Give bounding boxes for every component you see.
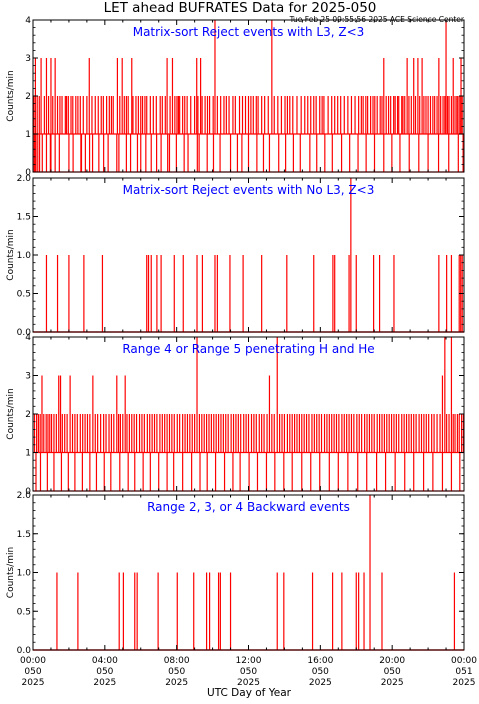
y-tick-label: 0 xyxy=(25,487,31,497)
panels: 0 1 2 3 4 Matrix-sort Reject events with L3, … xyxy=(6,16,477,688)
y-tick-label: 0 xyxy=(25,168,31,178)
y-tick-label: 0.5 xyxy=(17,290,31,300)
panel-2: 0.0 0.5 1.0 1.5 2.0 Matrix-sort Reject events… xyxy=(6,174,465,338)
x-tick-label-doy: 050 xyxy=(240,667,257,677)
x-tick-label-year: 2025 xyxy=(237,678,260,688)
x-tick-label-year: 2025 xyxy=(453,678,476,688)
panel-title: Matrix-sort Reject events with L3, Z<3 xyxy=(133,25,365,39)
x-tick-label-year: 2025 xyxy=(309,678,332,688)
y-tick-label: 2.0 xyxy=(17,491,32,501)
panel-title: Matrix-sort Reject events with No L3, Z<… xyxy=(123,183,375,197)
y-tick-label: 0.5 xyxy=(17,607,31,617)
x-tick-label-time: 04:00 xyxy=(92,656,118,666)
y-tick-label: 1.5 xyxy=(17,213,31,223)
y-axis-label: Counts/min xyxy=(6,388,16,439)
x-axis-label: UTC Day of Year xyxy=(207,687,292,699)
y-tick-label: 1.5 xyxy=(17,530,31,540)
x-tick-label-year: 2025 xyxy=(93,678,116,688)
x-tick-label-doy: 050 xyxy=(168,667,185,677)
x-tick-label-time: 08:00 xyxy=(164,656,190,666)
x-tick-label-time: 00:00 xyxy=(451,656,477,666)
y-tick-label: 4 xyxy=(25,16,31,26)
y-axis-label: Counts/min xyxy=(6,229,16,280)
figure-title: LET ahead BUFRATES Data for 2025-050 xyxy=(104,0,377,16)
x-tick-label-time: 16:00 xyxy=(307,656,333,666)
y-tick-label: 1.0 xyxy=(17,569,32,579)
y-tick-label: 0.0 xyxy=(17,328,32,338)
y-axis-label: Counts/min xyxy=(6,70,16,121)
panel-title: Range 4 or Range 5 penetrating H and He xyxy=(122,342,374,356)
panel-title: Range 2, 3, or 4 Backward events xyxy=(147,500,350,514)
panel-3: 0 1 2 3 4 Range 4 or Range 5 penetrating H an… xyxy=(6,333,465,497)
y-tick-label: 4 xyxy=(25,333,31,343)
y-tick-label: 3 xyxy=(25,372,31,382)
x-tick-label-doy: 050 xyxy=(312,667,329,677)
x-tick-label-doy: 051 xyxy=(455,667,472,677)
y-tick-label: 1 xyxy=(25,449,31,459)
x-tick-label-time: 20:00 xyxy=(379,656,405,666)
y-tick-label: 2 xyxy=(25,92,31,102)
data-series xyxy=(33,337,465,492)
x-tick-label-time: 12:00 xyxy=(236,656,262,666)
y-axis-label: Counts/min xyxy=(6,547,16,598)
x-tick-label-doy: 050 xyxy=(24,667,41,677)
x-tick-label-doy: 050 xyxy=(96,667,113,677)
y-tick-label: 0.0 xyxy=(17,646,32,656)
x-tick-label-doy: 050 xyxy=(384,667,401,677)
y-tick-label: 2 xyxy=(25,410,31,420)
panel-1: 0 1 2 3 4 Matrix-sort Reject events with L3, … xyxy=(6,16,465,178)
y-tick-label: 3 xyxy=(25,54,31,64)
x-tick-label-year: 2025 xyxy=(22,678,45,688)
x-tick-label-year: 2025 xyxy=(381,678,404,688)
y-tick-label: 2.0 xyxy=(17,174,32,184)
y-tick-label: 1 xyxy=(25,130,31,140)
x-tick-label-year: 2025 xyxy=(165,678,188,688)
panel-4: 0.0 0.5 1.0 1.5 2.0 Range 2, 3, or 4 Backward… xyxy=(6,491,477,688)
y-tick-label: 1.0 xyxy=(17,251,32,261)
x-tick-label-time: 00:00 xyxy=(20,656,46,666)
